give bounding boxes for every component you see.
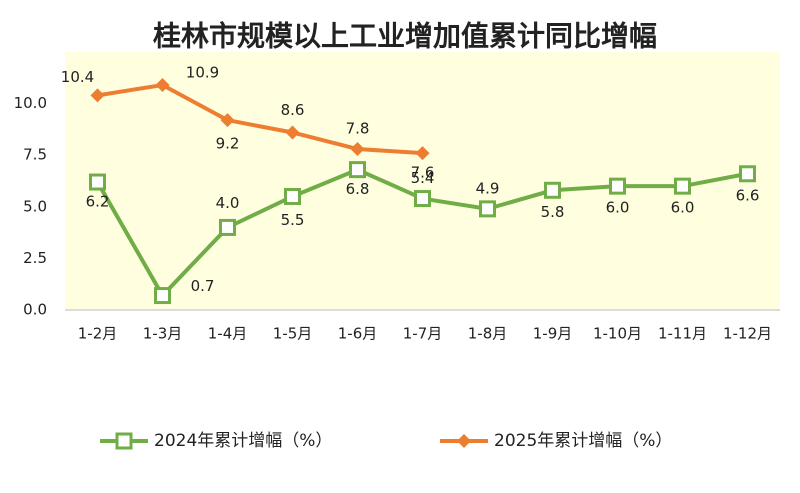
chart-title: 桂林市规模以上工业增加值累计同比增幅: [153, 20, 657, 53]
data-label: 5.4: [411, 169, 435, 187]
x-tick-label: 1-3月: [143, 325, 183, 343]
data-label: 9.2: [216, 135, 240, 153]
series-line: [97, 82, 423, 156]
marker: [155, 78, 170, 93]
x-tick-label: 1-6月: [338, 325, 378, 343]
marker: [284, 187, 301, 205]
marker: [219, 218, 236, 236]
y-tick-label: 5.0: [23, 197, 47, 215]
x-tick-label: 1-5月: [273, 325, 313, 343]
data-label: 6.0: [606, 199, 630, 217]
marker: [479, 200, 496, 218]
data-label: 4.9: [476, 179, 500, 197]
legend-label: 2025年累计增幅（%）: [494, 431, 672, 451]
data-label: 0.7: [191, 277, 215, 295]
marker: [415, 146, 430, 161]
y-tick-label: 2.5: [23, 249, 47, 267]
data-label: 10.4: [61, 68, 94, 86]
legend-marker: [457, 434, 471, 448]
data-label: 7.8: [346, 120, 370, 138]
marker: [220, 113, 235, 128]
y-tick-label: 7.5: [23, 146, 47, 164]
marker: [350, 142, 365, 157]
data-label: 6.8: [346, 180, 370, 198]
data-label: 6.6: [736, 186, 760, 204]
x-tick-label: 1-8月: [468, 325, 508, 343]
x-tick-label: 1-11月: [658, 325, 707, 343]
y-tick-label: 10.0: [14, 94, 47, 112]
data-label: 10.9: [186, 64, 219, 82]
data-label: 6.0: [671, 199, 695, 217]
x-tick-label: 1-7月: [403, 325, 443, 343]
data-label: 4.0: [216, 194, 240, 212]
marker: [609, 177, 626, 195]
marker: [544, 181, 561, 199]
x-tick-label: 1-12月: [723, 325, 772, 343]
marker: [89, 173, 106, 191]
y-tick-label: 0.0: [23, 301, 47, 319]
x-tick-label: 1-9月: [533, 325, 573, 343]
data-label: 6.2: [86, 193, 110, 211]
x-tick-label: 1-4月: [208, 325, 248, 343]
x-tick-label: 1-10月: [593, 325, 642, 343]
marker: [414, 190, 431, 208]
data-label: 8.6: [281, 101, 305, 119]
legend-label: 2024年累计增幅（%）: [154, 431, 332, 451]
data-label: 5.8: [541, 203, 565, 221]
marker: [154, 287, 171, 305]
marker: [90, 88, 105, 103]
marker: [674, 177, 691, 195]
marker: [285, 125, 300, 140]
marker: [349, 161, 366, 179]
x-tick-label: 1-2月: [78, 325, 118, 343]
marker: [739, 165, 756, 183]
data-label: 7.6: [411, 164, 435, 182]
data-label: 5.5: [281, 211, 305, 229]
legend-marker: [115, 432, 133, 450]
